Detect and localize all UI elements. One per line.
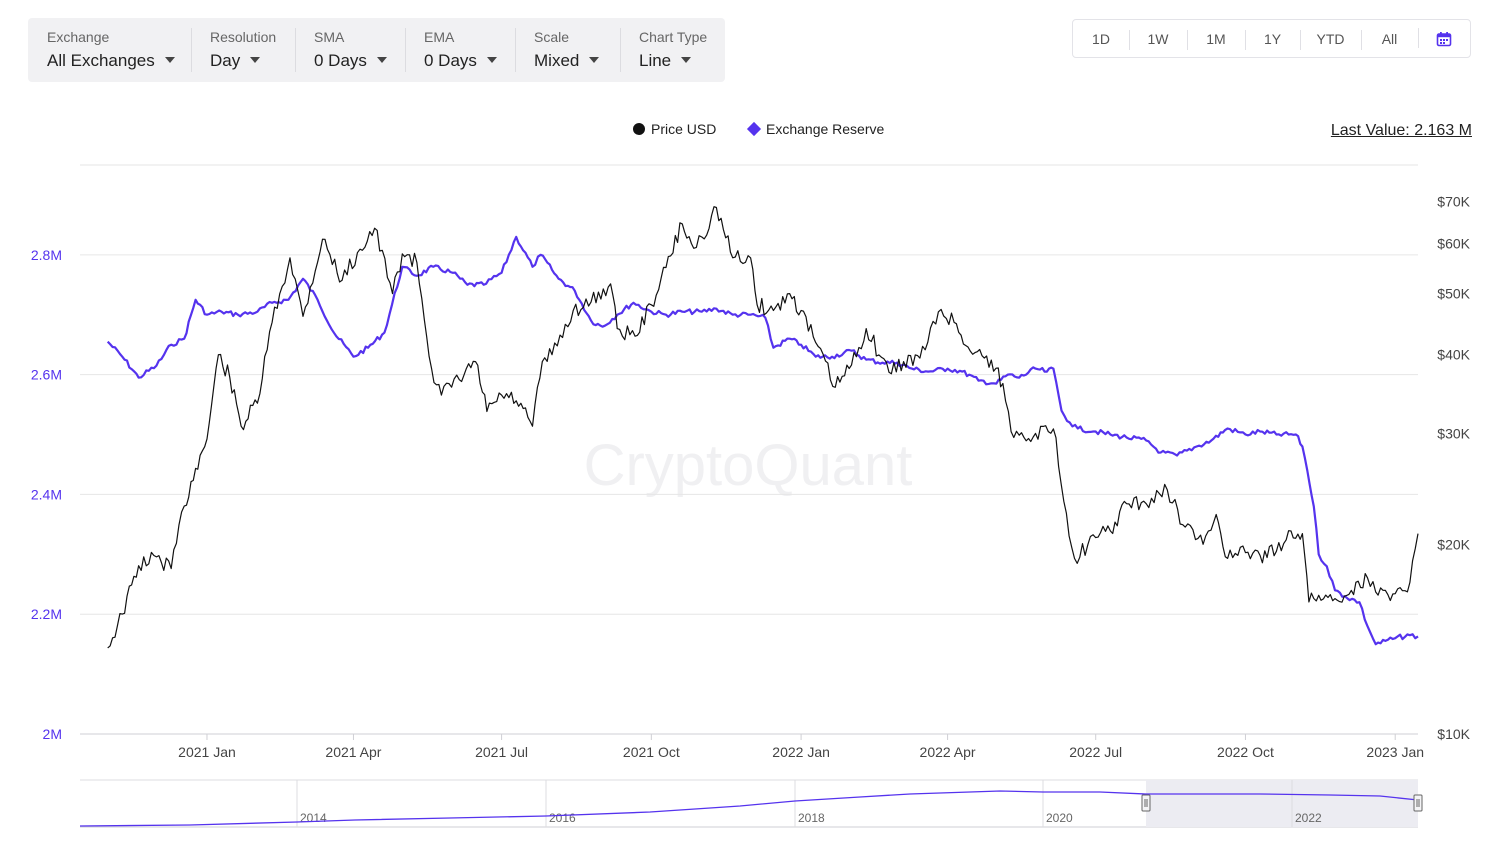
right-tick-label: $60K: [1437, 236, 1470, 252]
legend-item-price[interactable]: Price USD: [633, 121, 716, 137]
chart-type-value: Line: [639, 51, 672, 70]
resolution-label: Resolution: [210, 29, 277, 45]
navigator-left-handle[interactable]: [1141, 794, 1151, 812]
resolution-value: Day: [210, 51, 241, 70]
chart-type-select[interactable]: Chart Type Line: [620, 18, 725, 82]
right-tick-label: $30K: [1437, 425, 1470, 441]
navigator-selection[interactable]: [1146, 780, 1418, 827]
legend-reserve-label: Exchange Reserve: [766, 121, 885, 137]
resolution-select[interactable]: Resolution Day: [191, 18, 295, 82]
watermark: CryptoQuant: [584, 433, 913, 498]
caret-down-icon: [376, 56, 387, 63]
chart-type-label: Chart Type: [639, 29, 708, 45]
navigator-tick-label: 2016: [549, 811, 576, 825]
caret-down-icon: [250, 56, 261, 63]
grid-lines: [80, 164, 1418, 735]
x-tick-label: 2021 Oct: [623, 744, 680, 760]
time-range-selector: 1D 1W 1M 1Y YTD All: [1072, 19, 1471, 58]
last-value-link[interactable]: Last Value: 2.163 M: [1330, 122, 1472, 139]
calendar-button[interactable]: [1418, 28, 1470, 48]
caret-down-icon: [681, 56, 692, 63]
x-tick-label: 2022 Jan: [772, 744, 830, 760]
right-tick-label: $50K: [1437, 286, 1470, 302]
range-all-button[interactable]: All: [1361, 29, 1418, 50]
navigator-tick-label: 2020: [1046, 811, 1073, 825]
x-tick-label: 2021 Apr: [325, 744, 381, 760]
exchange-label: Exchange: [47, 29, 110, 45]
ema-select[interactable]: EMA 0 Days: [405, 18, 515, 82]
caret-down-icon: [589, 56, 600, 63]
scale-select[interactable]: Scale Mixed: [515, 18, 620, 82]
series-lines: [106, 206, 1419, 649]
scale-label: Scale: [534, 29, 570, 45]
range-1y-button[interactable]: 1Y: [1245, 29, 1300, 50]
x-tick-label: 2022 Apr: [920, 744, 976, 760]
x-tick-label: 2021 Jul: [475, 744, 528, 760]
left-tick-label: 2.6M: [31, 367, 62, 383]
left-tick-label: 2.4M: [31, 486, 62, 502]
scale-value: Mixed: [534, 51, 580, 70]
navigator[interactable]: 2014 2016 2018 2020 2022: [79, 779, 1423, 828]
left-tick-label: 2.2M: [31, 606, 62, 622]
range-1d-button[interactable]: 1D: [1092, 30, 1110, 47]
price-usd-line: [107, 206, 1419, 649]
legend-price-label: Price USD: [651, 121, 717, 137]
legend-item-reserve[interactable]: Exchange Reserve: [746, 121, 885, 137]
x-tick-label: 2023 Jan: [1366, 744, 1424, 760]
left-tick-label: 2.8M: [31, 247, 62, 263]
caret-down-icon: [164, 56, 175, 63]
left-tick-label: 2M: [43, 726, 62, 742]
x-tick-label: 2022 Jul: [1069, 744, 1122, 760]
right-tick-label: $10K: [1437, 726, 1470, 742]
sma-select[interactable]: SMA 0 Days: [295, 18, 405, 82]
right-tick-label: $70K: [1437, 194, 1470, 210]
caret-down-icon: [486, 56, 497, 63]
sma-value: 0 Days: [314, 51, 367, 70]
sma-label: SMA: [314, 29, 345, 45]
right-tick-label: $20K: [1437, 536, 1470, 552]
x-tick-label: 2021 Jan: [178, 744, 236, 760]
calendar-icon: [1436, 32, 1452, 47]
range-ytd-button[interactable]: YTD: [1300, 29, 1361, 50]
x-axis: 2021 Jan 2021 Apr 2021 Jul 2021 Oct 2022 Jan…: [178, 734, 1424, 760]
x-tick-label: 2022 Oct: [1217, 744, 1274, 760]
ema-value: 0 Days: [424, 51, 477, 70]
navigator-tick-label: 2018: [798, 811, 825, 825]
right-tick-label: $40K: [1437, 347, 1470, 363]
exchange-reserve-line: [106, 235, 1419, 646]
left-axis: 2M 2.2M 2.4M 2.6M 2.8M: [31, 247, 62, 742]
navigator-right-handle[interactable]: [1413, 794, 1423, 812]
exchange-select[interactable]: Exchange All Exchanges: [28, 18, 191, 82]
range-1w-button[interactable]: 1W: [1129, 29, 1187, 50]
navigator-tick-label: 2022: [1295, 811, 1322, 825]
black-circle-icon: [633, 123, 645, 135]
navigator-line: [79, 790, 1419, 827]
chart-settings-toolbar: Exchange All Exchanges Resolution Day SM…: [28, 18, 725, 82]
ema-label: EMA: [424, 29, 455, 45]
right-axis: $10K $20K $30K $40K $50K $60K $70K: [1437, 194, 1470, 742]
navigator-tick-label: 2014: [300, 811, 327, 825]
range-1m-button[interactable]: 1M: [1187, 29, 1245, 50]
exchange-value: All Exchanges: [47, 51, 155, 70]
